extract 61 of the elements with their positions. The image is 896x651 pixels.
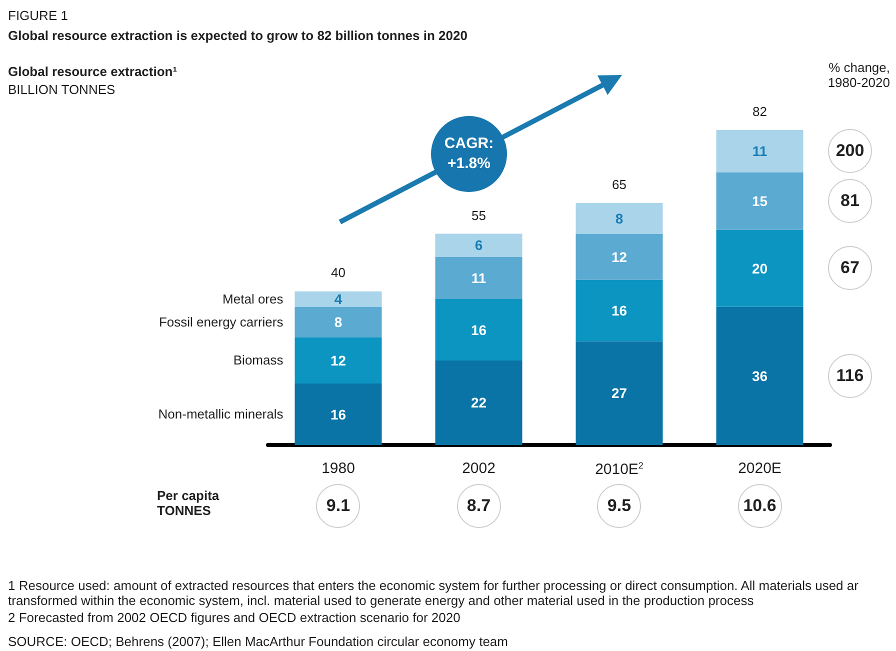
- data-label: 20: [752, 260, 768, 276]
- x-tick-label: 2002: [462, 460, 496, 477]
- data-label: 36: [752, 368, 768, 384]
- text: Per capita TONNES: [157, 488, 220, 518]
- data-label: 16: [470, 322, 487, 338]
- text: 8.7: [456, 484, 501, 528]
- data-label: 16: [330, 406, 346, 422]
- data-label: 8: [334, 314, 342, 330]
- data-label: 22: [470, 394, 487, 411]
- series-label: Non-metallic minerals: [157, 406, 284, 422]
- data-label: 12: [611, 248, 628, 265]
- bar: [716, 230, 804, 307]
- data-label: 11: [471, 270, 486, 286]
- bar: [716, 130, 804, 172]
- bar: [435, 234, 522, 257]
- bar: [294, 337, 382, 384]
- bar: [716, 172, 804, 230]
- total-label: 40: [330, 265, 346, 280]
- text: 9.1: [316, 484, 360, 528]
- chart-title: Global resource extraction is expected to grow to 82 billion tonnes in 2020: [8, 28, 468, 43]
- text: Global resource extraction¹: [8, 64, 178, 79]
- text: 200: [828, 129, 872, 174]
- circle-badge: CAGR: +1.8%: [431, 116, 507, 192]
- data-label: 8: [615, 210, 624, 226]
- series-label: Biomass: [232, 352, 284, 368]
- total-label: 82: [752, 104, 768, 119]
- text: BILLION TONNES: [8, 82, 116, 97]
- caption: FIGURE 1: [8, 8, 68, 23]
- total-label: 55: [470, 208, 487, 223]
- bar: [294, 291, 382, 307]
- series-label: Metal ores: [222, 292, 284, 307]
- bar: [435, 360, 522, 445]
- bar: [576, 341, 663, 445]
- bar: [576, 234, 663, 280]
- bar: [576, 202, 663, 234]
- data-label: 11: [752, 143, 768, 160]
- series-label: Fossil energy carriers: [158, 314, 284, 330]
- data-label: 4: [334, 291, 342, 308]
- data-label: 27: [611, 385, 628, 402]
- x-tick-label: 1980: [322, 460, 355, 477]
- data-label: 6: [474, 237, 483, 254]
- bar: [294, 306, 382, 338]
- data-label: 16: [611, 302, 628, 319]
- data-label: 12: [330, 352, 346, 368]
- x-tick-label: 2020E: [738, 460, 782, 477]
- text: 9.5: [597, 484, 642, 528]
- bar: [435, 256, 522, 300]
- bar: [716, 306, 804, 445]
- bar: [576, 280, 663, 342]
- text: 67: [828, 246, 872, 290]
- data-label: 15: [752, 193, 768, 210]
- total-label: 65: [611, 176, 628, 192]
- bar: [435, 299, 522, 360]
- text: 116: [828, 354, 872, 398]
- text: 2 Forecasted from 2002 OECD figures and OECD extraction scenario for 2020: [8, 610, 460, 625]
- text: % change, 1980-2020: [828, 60, 890, 90]
- bar: [294, 384, 382, 445]
- text: 81: [828, 179, 872, 224]
- text: 1 Resource used: amount of extracted resources that enters the economic system for further processing or direct consumption. All materials used ar transformed within the economic system, incl. material used to generate energy and other material used in the production process: [8, 578, 860, 608]
- text: 10.6: [738, 484, 782, 528]
- source-note: SOURCE: OECD; Behrens (2007); Ellen MacArthur Foundation circular economy team: [8, 634, 508, 649]
